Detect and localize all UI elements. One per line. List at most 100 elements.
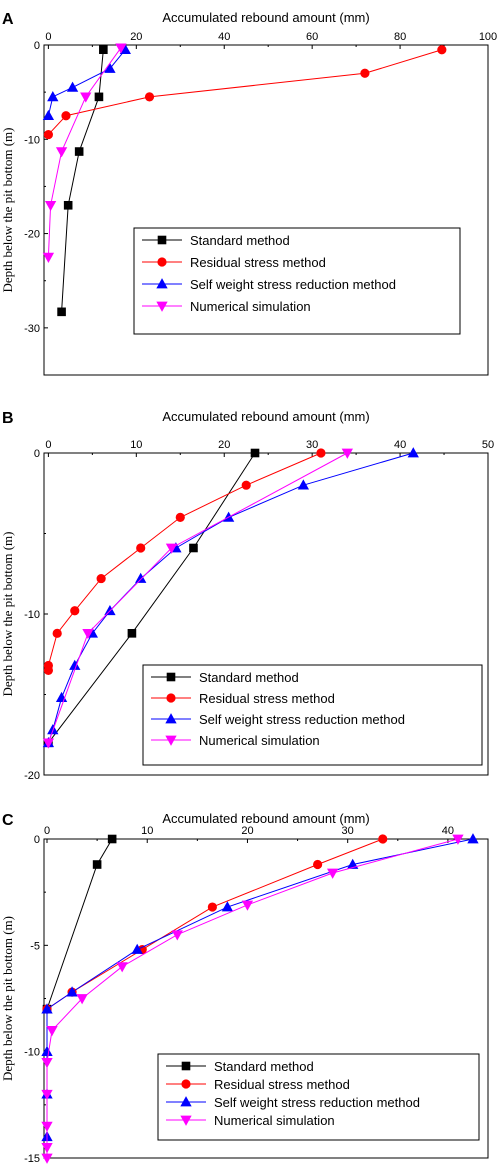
data-point-numerical — [41, 1057, 53, 1069]
legend: Standard method Residual stress method Sel… — [133, 227, 461, 335]
x-tick-label: 80 — [394, 31, 406, 43]
legend-marker-numerical — [180, 1115, 192, 1126]
x-tick-label: 40 — [394, 439, 406, 451]
data-point-selfweight — [407, 447, 419, 458]
y-axis-title: Depth below the pit bottom (m) — [0, 127, 15, 292]
data-point-numerical — [41, 1121, 53, 1132]
x-tick-label: 100 — [479, 31, 497, 43]
data-point-standard — [57, 307, 66, 317]
y-tick-label: -10 — [24, 609, 40, 621]
data-point-numerical — [41, 1153, 53, 1164]
y-tick-label: 0 — [34, 448, 40, 460]
x-tick-label: 30 — [342, 825, 354, 837]
x-tick-label: 10 — [141, 825, 153, 837]
legend-label-numerical: Numerical simulation — [199, 733, 320, 748]
legend-marker-standard — [181, 1061, 191, 1071]
data-point-standard — [127, 629, 137, 638]
legend-marker-residual — [157, 257, 167, 267]
chart-panel-a: A Accumulated rebound amount (mm) Depth be… — [0, 10, 497, 376]
x-tick-label: 0 — [45, 31, 51, 43]
legend-marker-standard — [166, 672, 176, 682]
chart-panel-c: C Accumulated rebound amount (mm) Depth be… — [0, 811, 489, 1165]
series-line-standard — [46, 838, 113, 1010]
y-tick-label: -5 — [30, 940, 40, 952]
x-tick-label: 30 — [306, 439, 318, 451]
series-selfweight — [42, 43, 131, 121]
x-tick-label: 40 — [218, 31, 230, 43]
data-point-standard — [189, 543, 198, 553]
y-tick-label: -30 — [24, 323, 40, 335]
data-point-numerical — [116, 962, 128, 973]
data-point-numerical — [327, 868, 339, 879]
legend-marker-residual — [166, 693, 176, 703]
legend-label-numerical: Numerical simulation — [214, 1113, 335, 1128]
y-tick-label: 0 — [34, 834, 40, 846]
legend-label-residual: Residual stress method — [214, 1077, 350, 1092]
data-point-residual — [136, 543, 146, 553]
series-line-residual — [48, 49, 442, 135]
series-line-standard — [47, 452, 256, 744]
legend-marker-selfweight — [165, 713, 177, 724]
data-point-selfweight — [467, 833, 479, 844]
legend-label-selfweight: Self weight stress reduction method — [214, 1095, 420, 1110]
data-point-numerical — [115, 43, 127, 54]
series-residual — [43, 45, 447, 140]
series-numerical — [41, 834, 464, 1164]
data-point-standard — [99, 45, 108, 55]
data-point-numerical — [55, 147, 68, 158]
data-point-numerical — [171, 930, 183, 941]
data-point-numerical — [452, 834, 464, 845]
y-axis-title: Depth below the pit bottom (m) — [0, 916, 15, 1081]
y-tick-label: -10 — [24, 1047, 40, 1059]
x-axis-title: Accumulated rebound amount (mm) — [162, 409, 369, 424]
data-point-selfweight — [47, 91, 59, 102]
legend-label-standard: Standard method — [190, 233, 290, 248]
data-point-selfweight — [297, 479, 310, 490]
series-line-standard — [61, 49, 104, 312]
data-point-residual — [96, 573, 106, 584]
panel-letter: A — [2, 11, 14, 28]
x-tick-label: 0 — [45, 439, 51, 451]
data-point-residual — [61, 111, 71, 121]
data-point-numerical — [76, 994, 88, 1005]
data-point-numerical — [82, 628, 94, 640]
series-line-selfweight — [47, 49, 126, 116]
chart-panel-b: B Accumulated rebound amount (mm) Depth be… — [0, 409, 494, 782]
legend-marker-selfweight — [156, 278, 168, 289]
legend-box — [142, 664, 483, 766]
x-tick-label: 20 — [241, 825, 253, 837]
data-point-selfweight — [41, 1045, 53, 1057]
data-point-selfweight — [221, 901, 234, 912]
data-point-numerical — [44, 200, 57, 212]
y-axis-title: Depth below the pit bottom (m) — [0, 531, 15, 696]
panel-letter: C — [2, 812, 14, 829]
data-point-residual — [52, 628, 62, 638]
legend-label-residual: Residual stress method — [190, 255, 326, 270]
y-tick-label: -20 — [24, 229, 40, 241]
x-tick-label: 0 — [44, 825, 50, 837]
legend-marker-selfweight — [180, 1096, 192, 1107]
data-point-selfweight — [347, 858, 359, 869]
data-point-selfweight — [131, 943, 143, 954]
legend-marker-numerical — [165, 735, 177, 746]
legend-box — [157, 1053, 480, 1141]
legend-label-selfweight: Self weight stress reduction method — [199, 712, 405, 727]
data-point-selfweight — [104, 62, 116, 73]
data-point-numerical — [165, 543, 178, 554]
plot-frame — [43, 44, 489, 376]
data-point-residual — [313, 859, 323, 870]
legend: Standard method Residual stress method Sel… — [142, 664, 483, 766]
data-point-residual — [43, 129, 53, 140]
data-point-standard — [92, 860, 102, 869]
y-tick-label: -10 — [24, 134, 40, 146]
data-point-residual — [316, 448, 326, 458]
data-point-residual — [378, 834, 388, 844]
y-tick-label: 0 — [34, 40, 40, 52]
series-standard — [57, 45, 108, 317]
data-point-residual — [241, 480, 251, 490]
series-numerical — [42, 448, 353, 749]
panel-letter: B — [2, 410, 14, 427]
series-line-residual — [47, 452, 322, 671]
data-point-standard — [74, 147, 84, 156]
